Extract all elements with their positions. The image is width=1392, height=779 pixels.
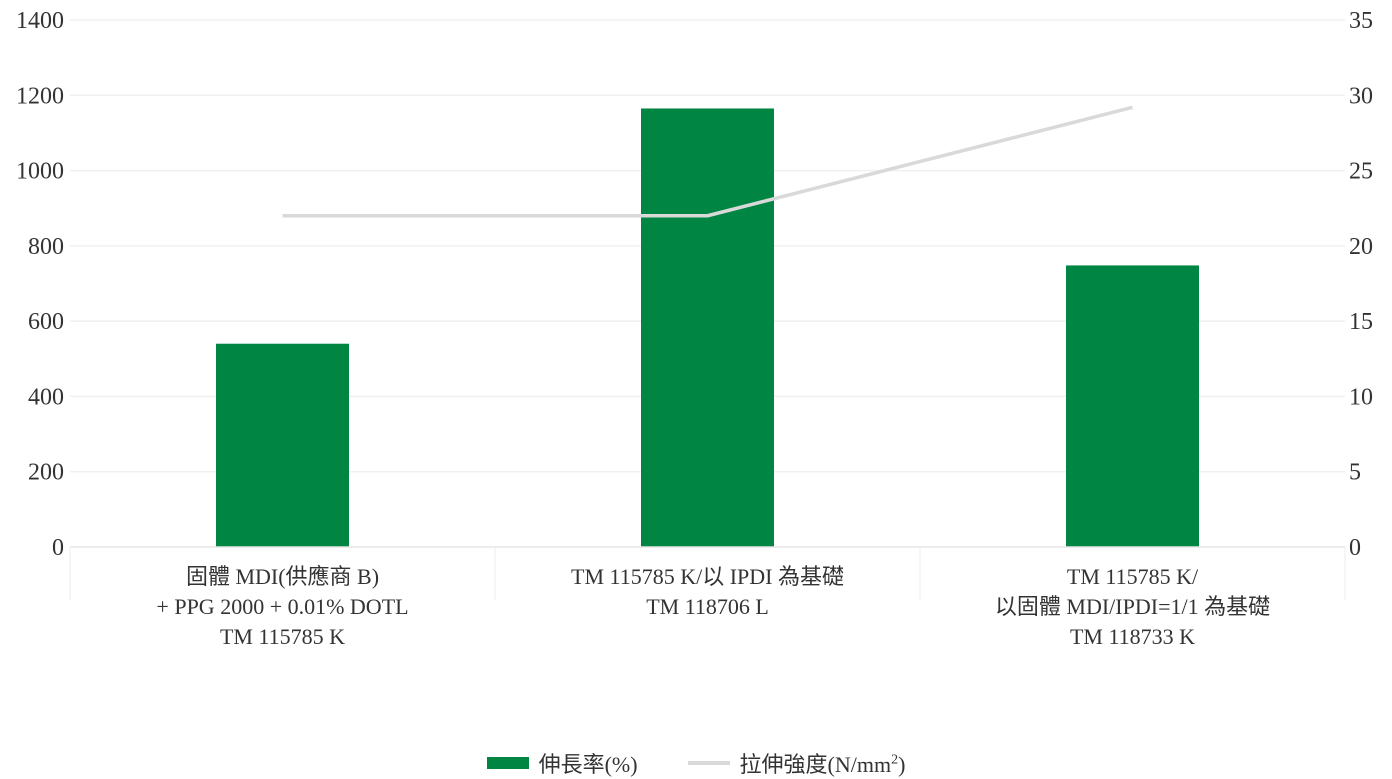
- right-y-axis: 0 5 10 15 20 25 30 35: [1349, 8, 1373, 561]
- left-y-axis: 0 200 400 600 800 1000 1200 1400: [16, 8, 64, 561]
- category-label-line: TM 118706 L: [528, 592, 888, 622]
- category-label-line: TM 115785 K/: [953, 562, 1313, 592]
- right-tick-label: 35: [1349, 8, 1373, 34]
- right-tick-label: 30: [1349, 83, 1373, 109]
- category-label-line: TM 115785 K: [103, 622, 463, 652]
- right-tick-label: 10: [1349, 384, 1373, 410]
- bar-series-elongation: [216, 108, 1199, 547]
- left-tick-label: 400: [28, 384, 64, 410]
- legend-bar-swatch: [487, 757, 529, 769]
- category-label-line: 以固體 MDI/IPDI=1/1 為基礎: [953, 592, 1313, 622]
- right-tick-label: 5: [1349, 460, 1361, 486]
- bar: [641, 108, 774, 547]
- legend-bar-label: 伸長率(%): [539, 747, 638, 779]
- right-tick-label: 0: [1349, 535, 1361, 561]
- legend-line-swatch: [688, 761, 730, 765]
- legend-line-label: 拉伸強度(N/mm2): [740, 747, 906, 779]
- left-tick-label: 800: [28, 234, 64, 260]
- category-label-line: TM 118733 K: [953, 622, 1313, 652]
- legend-item-tensile-strength: 拉伸強度(N/mm2): [688, 747, 906, 779]
- legend: 伸長率(%) 拉伸強度(N/mm2): [0, 748, 1392, 778]
- category-label-line: 固體 MDI(供應商 B): [103, 562, 463, 592]
- bar: [216, 344, 349, 547]
- legend-line-label-main: 拉伸強度(N/mm: [740, 752, 892, 777]
- right-tick-label: 20: [1349, 234, 1373, 260]
- left-tick-label: 200: [28, 460, 64, 486]
- left-tick-label: 1200: [16, 83, 64, 109]
- left-tick-label: 1400: [16, 8, 64, 34]
- legend-line-label-end: ): [898, 752, 905, 777]
- bar: [1066, 265, 1199, 547]
- category-label-line: + PPG 2000 + 0.01% DOTL: [103, 592, 463, 622]
- left-tick-label: 0: [52, 535, 64, 561]
- legend-item-elongation: 伸長率(%): [487, 747, 638, 779]
- left-tick-label: 1000: [16, 159, 64, 185]
- right-tick-label: 25: [1349, 159, 1373, 185]
- right-tick-label: 15: [1349, 309, 1373, 335]
- category-label-line: TM 115785 K/以 IPDI 為基礎: [528, 562, 888, 592]
- left-tick-label: 600: [28, 309, 64, 335]
